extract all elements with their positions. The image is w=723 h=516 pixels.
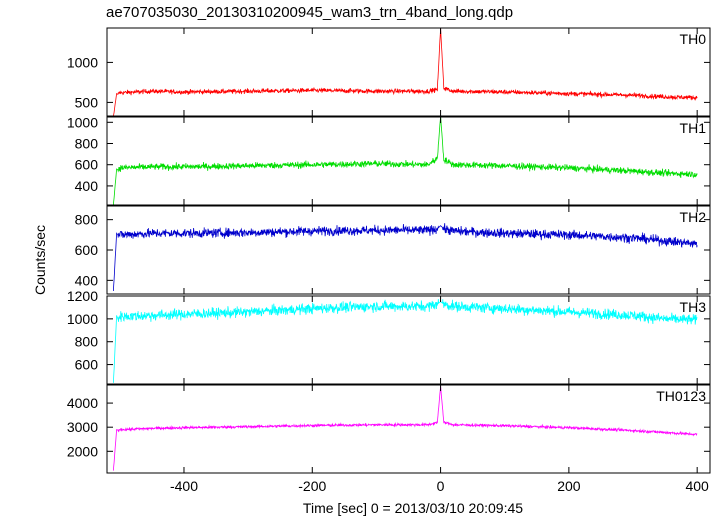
panel-label-th3: TH3 [680,299,707,315]
series-line-th3 [113,299,698,383]
panel-label-th2: TH2 [680,209,707,225]
panel-th1: 400 600 800 1000 TH1 [67,114,711,206]
y-tick-label: 800 [75,136,99,152]
panel-frame [106,384,711,474]
series-line-th0 [113,28,698,116]
y-tick-label: 500 [75,94,99,110]
panel-th0123: 2000 3000 4000 TH0123 [67,384,711,474]
x-axis-label: Time [sec] 0 = 2013/03/10 20:09:45 [303,500,523,516]
y-tick-label: 1000 [67,54,98,70]
y-tick-label: 1000 [67,311,98,327]
y-tick-label: 800 [75,212,99,228]
panels-layer: 500 1000 TH0 400 600 800 1000 TH1 400 600 800 TH2 60… [67,27,711,494]
series-line-th1 [113,117,698,205]
panel-frame [106,295,711,385]
panel-th2: 400 600 800 TH2 [75,205,711,295]
y-tick-label: 4000 [67,395,98,411]
y-tick-label: 1000 [67,114,98,130]
x-tick-label: 200 [557,478,581,494]
y-tick-label: 400 [75,272,99,288]
x-tick-label: -200 [298,478,326,494]
x-tick-label: -400 [170,478,198,494]
y-tick-label: 1200 [67,288,98,304]
panel-th3: 600 800 1000 1200 TH3 [67,288,711,385]
y-tick-label: 800 [75,334,99,350]
y-tick-label: 3000 [67,419,98,435]
panel-label-th1: TH1 [680,120,707,136]
series-line-th0123 [113,386,698,471]
y-axis-label: Counts/sec [32,225,48,295]
chart-title: ae707035030_20130310200945_wam3_trn_4ban… [106,4,513,21]
panel-th0: 500 1000 TH0 [67,27,711,117]
x-tick-label: 400 [685,478,709,494]
x-tick-label: 0 [437,478,445,494]
panel-frame [106,205,711,295]
y-tick-label: 600 [75,242,99,258]
y-tick-label: 600 [75,157,99,173]
panel-label-th0: TH0 [680,31,707,47]
series-line-th2 [113,223,698,292]
y-tick-label: 400 [75,178,99,194]
panel-frame [106,27,711,117]
panel-frame [106,116,711,206]
panel-label-th0123: TH0123 [656,388,706,404]
y-tick-label: 600 [75,357,99,373]
y-tick-label: 2000 [67,443,98,459]
